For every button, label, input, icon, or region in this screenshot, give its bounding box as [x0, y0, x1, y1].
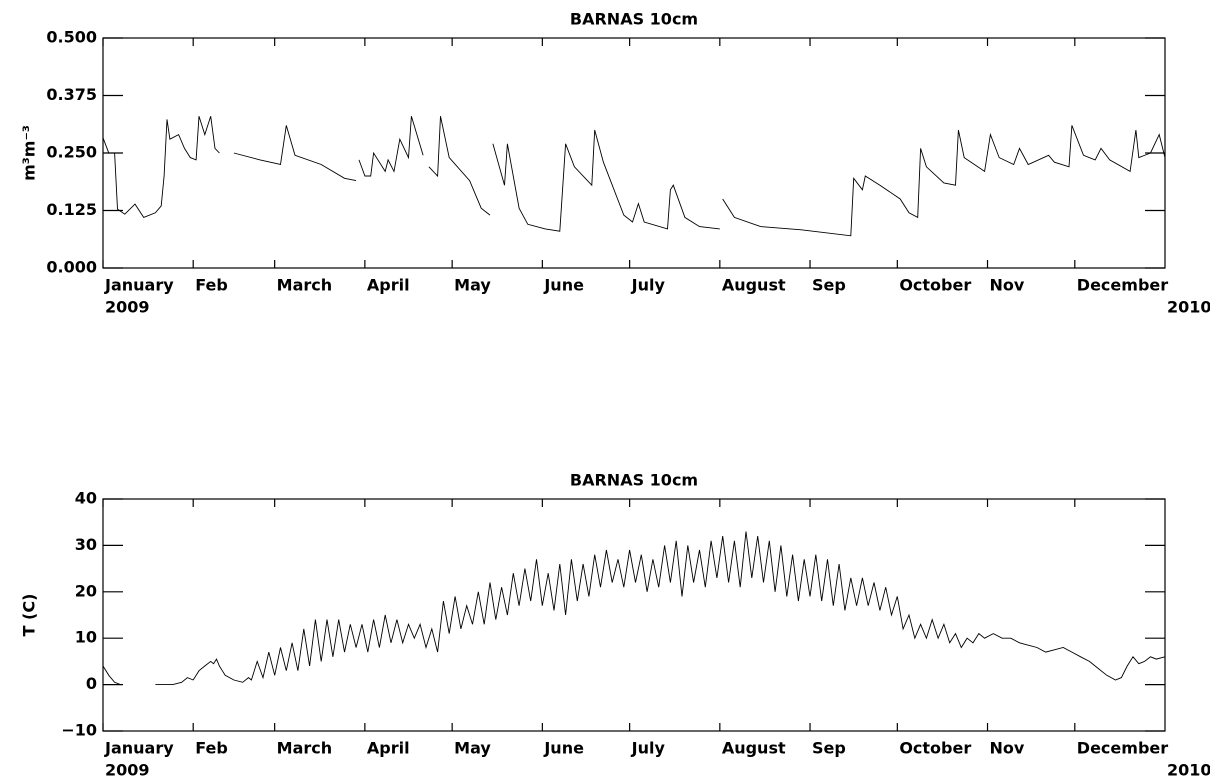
x-tick-label: Nov: [990, 739, 1025, 758]
chart-title: BARNAS 10cm: [570, 10, 698, 29]
x-tick-label: October: [899, 739, 971, 758]
x-tick-label: Sep: [812, 276, 846, 295]
x-tick-label: Feb: [195, 739, 228, 758]
x-year-label: 2010: [1167, 298, 1210, 317]
y-tick-label: 10: [75, 628, 97, 647]
y-axis-label: m³m⁻³: [20, 125, 39, 181]
x-tick-label: May: [454, 739, 491, 758]
x-tick-label: December: [1077, 739, 1168, 758]
x-tick-label: April: [367, 739, 410, 758]
chart-title: BARNAS 10cm: [570, 471, 698, 490]
x-tick-label: December: [1077, 276, 1168, 295]
y-tick-label: −10: [61, 721, 97, 740]
x-tick-label: Nov: [990, 276, 1025, 295]
x-tick-label: January: [104, 276, 174, 295]
y-tick-label: 0: [86, 674, 97, 693]
x-tick-label: Sep: [812, 739, 846, 758]
data-line: [102, 531, 1166, 686]
x-year-label: 2009: [105, 298, 150, 317]
y-tick-label: 30: [75, 535, 97, 554]
x-tick-label: Feb: [195, 276, 228, 295]
x-year-label: 2009: [105, 761, 150, 780]
plot-frame: [102, 37, 1166, 269]
x-tick-label: March: [277, 739, 332, 758]
x-tick-label: June: [543, 276, 584, 295]
y-tick-label: 20: [75, 581, 97, 600]
y-axis-label: T (C): [20, 594, 39, 637]
data-line: [102, 116, 1166, 237]
x-tick-label: March: [277, 276, 332, 295]
y-tick-label: 0.375: [46, 85, 97, 104]
y-tick-label: 0.125: [46, 200, 97, 219]
y-tick-label: 40: [75, 489, 97, 508]
x-tick-label: January: [104, 739, 174, 758]
x-tick-label: July: [631, 739, 666, 758]
x-tick-label: August: [722, 739, 786, 758]
y-tick-label: 0.500: [46, 28, 97, 47]
y-tick-label: 0.250: [46, 143, 97, 162]
x-tick-label: May: [454, 276, 491, 295]
x-tick-label: June: [543, 739, 584, 758]
y-tick-label: 0.000: [46, 258, 97, 277]
x-tick-label: October: [899, 276, 971, 295]
plot-frame: [102, 498, 1166, 732]
x-year-label: 2010: [1167, 761, 1210, 780]
x-tick-label: April: [367, 276, 410, 295]
x-tick-label: August: [722, 276, 786, 295]
x-tick-label: July: [631, 276, 666, 295]
